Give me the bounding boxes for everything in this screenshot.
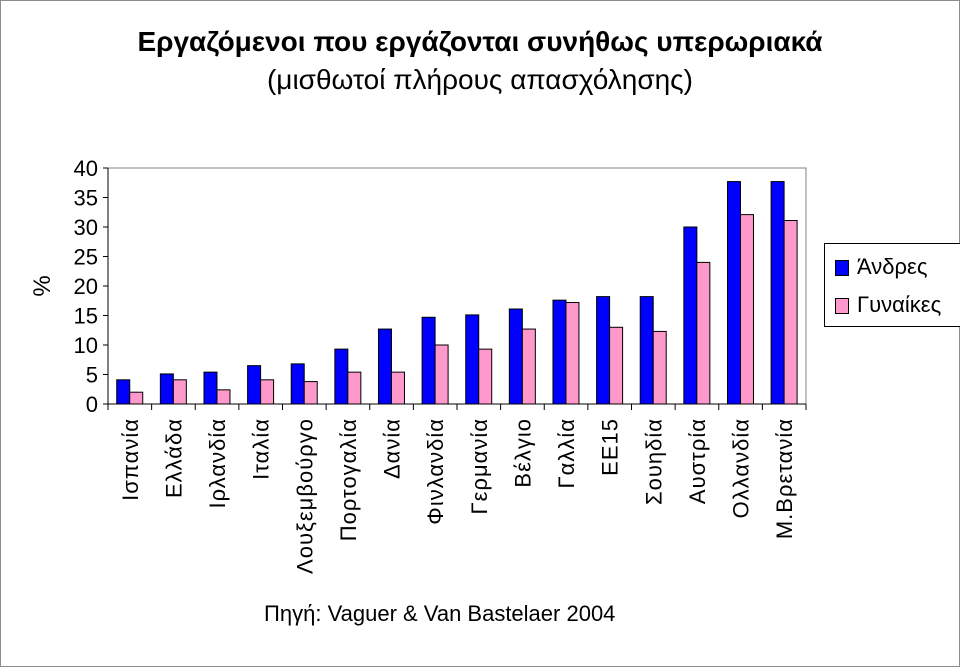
bar-women-2 xyxy=(216,389,231,405)
y-tick-label-5: 25 xyxy=(74,245,98,270)
y-tick-label-6: 30 xyxy=(74,215,98,240)
y-tick-label-2: 10 xyxy=(74,333,98,358)
bar-men-9 xyxy=(508,308,523,405)
legend-swatch-women xyxy=(835,298,849,314)
x-tick-label-11: ΕΕ15 xyxy=(598,418,623,476)
x-tick-label-4: Λουξεμβούργο xyxy=(292,418,317,574)
y-tick-label-1: 5 xyxy=(86,363,98,388)
bar-men-7 xyxy=(421,316,436,405)
bar-men-5 xyxy=(334,348,349,405)
bar-women-10 xyxy=(565,302,580,405)
x-tick-label-0: Ισπανία xyxy=(118,418,143,501)
bar-men-10 xyxy=(552,299,567,405)
bar-women-12 xyxy=(652,330,667,405)
bar-women-3 xyxy=(260,379,275,405)
legend-label-men: Άνδρες xyxy=(857,254,928,279)
bar-women-1 xyxy=(172,379,187,405)
x-tick-label-7: Φινλανδία xyxy=(423,418,448,525)
bar-men-14 xyxy=(726,181,741,405)
bar-women-0 xyxy=(129,391,144,405)
chart-title: Εργαζόμενοι που εργάζονται συνήθως υπερω… xyxy=(137,26,823,57)
bar-women-14 xyxy=(739,214,754,405)
bar-women-15 xyxy=(783,220,798,405)
bar-men-6 xyxy=(377,328,392,405)
x-tick-label-8: Γερμανία xyxy=(467,418,492,514)
bar-women-11 xyxy=(609,326,624,405)
bar-women-5 xyxy=(347,371,362,405)
x-tick-label-15: Μ.Βρετανία xyxy=(772,418,797,539)
y-tick-label-7: 35 xyxy=(74,186,98,211)
bar-men-13 xyxy=(683,226,698,405)
y-tick-label-8: 40 xyxy=(74,156,98,181)
x-tick-label-3: Ιταλία xyxy=(249,418,274,480)
x-tick-label-9: Βέλγιο xyxy=(510,418,535,488)
y-tick-label-0: 0 xyxy=(86,392,98,417)
bar-women-8 xyxy=(478,348,493,405)
bar-men-4 xyxy=(290,363,305,405)
bar-women-4 xyxy=(303,381,318,405)
y-axis: 0 5 10 15 20 25 30 35 40 xyxy=(74,156,109,417)
y-axis-label: % xyxy=(29,275,56,296)
x-tick-label-13: Αυστρία xyxy=(685,418,710,504)
x-tick-label-5: Πορτογαλία xyxy=(336,418,361,541)
bar-men-12 xyxy=(639,296,654,405)
bar-women-9 xyxy=(521,328,536,405)
legend: Άνδρες Γυναίκες xyxy=(824,243,960,327)
bar-women-7 xyxy=(434,344,449,405)
legend-label-women: Γυναίκες xyxy=(857,292,942,317)
bar-men-15 xyxy=(770,181,785,405)
bar-women-6 xyxy=(390,371,405,405)
x-tick-label-2: Ιρλανδία xyxy=(205,418,230,508)
bar-men-1 xyxy=(159,373,174,405)
bar-men-8 xyxy=(465,314,480,405)
y-tick-label-3: 15 xyxy=(74,304,98,329)
bar-women-13 xyxy=(696,261,711,405)
source-note: Πηγή: Vaguer & Van Bastelaer 2004 xyxy=(264,601,616,626)
bar-men-11 xyxy=(596,296,611,405)
x-tick-label-14: Ολλανδία xyxy=(729,418,754,518)
x-tick-label-12: Σουηδία xyxy=(641,418,666,505)
x-tick-label-6: Δανία xyxy=(380,418,405,479)
bar-men-0 xyxy=(116,379,131,405)
x-tick-label-1: Ελλάδα xyxy=(161,418,186,498)
bars xyxy=(116,181,798,405)
y-tick-label-4: 20 xyxy=(74,274,98,299)
bar-men-3 xyxy=(247,365,262,405)
legend-swatch-men xyxy=(835,260,849,276)
bar-men-2 xyxy=(203,371,218,405)
x-axis: Ισπανία Ελλάδα Ιρλανδία Ιταλία Λουξεμβούργο Π… xyxy=(107,403,807,574)
x-tick-label-10: Γαλλία xyxy=(554,418,579,488)
chart-subtitle: (μισθωτοί πλήρους απασχόλησης) xyxy=(266,64,693,95)
